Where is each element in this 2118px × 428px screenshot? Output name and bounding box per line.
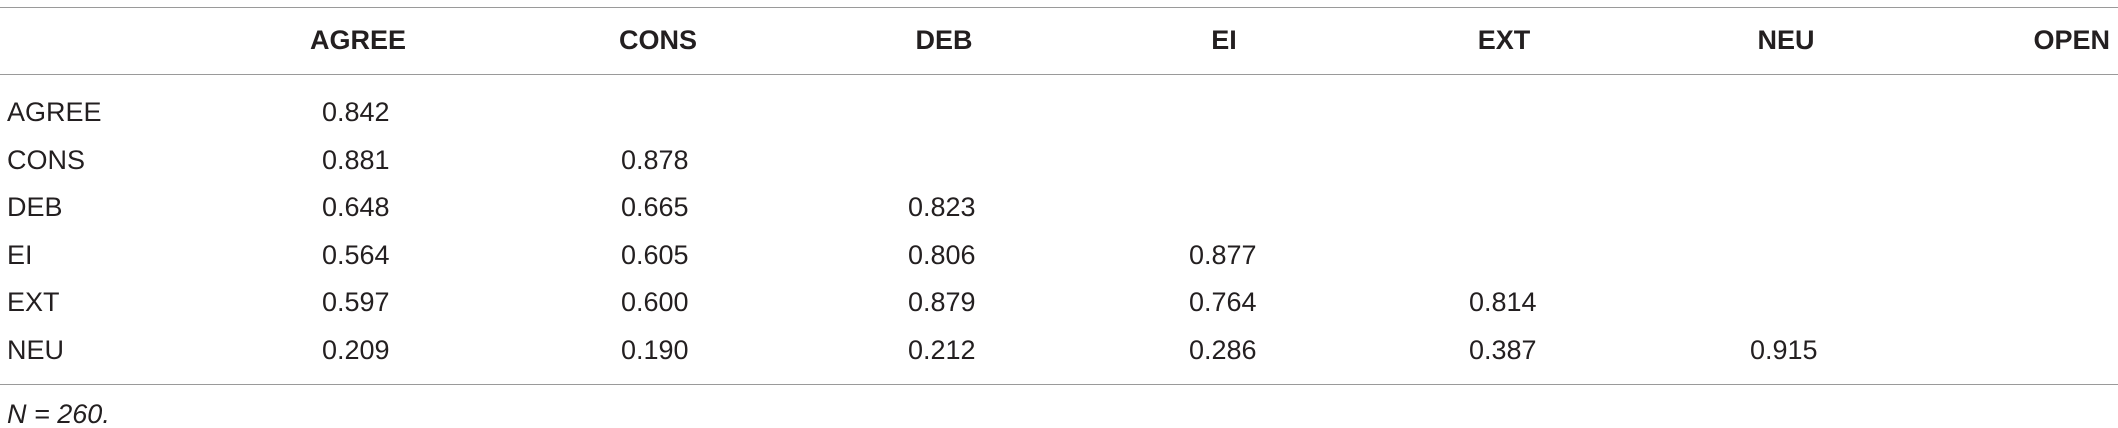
table-cell: 0.878 [621, 144, 689, 175]
bottom-rule [0, 384, 2118, 385]
table-cell: 0.605 [621, 239, 689, 270]
table-cell: 0.209 [322, 335, 390, 365]
table-cell: 0.286 [1189, 335, 1257, 365]
table-cell: 0.879 [908, 287, 976, 318]
table-cell: 0.823 [908, 192, 976, 223]
header-rule [0, 74, 2118, 75]
table-cell: 0.648 [322, 192, 390, 223]
row-label: EXT [7, 287, 60, 318]
column-header: EXT [1477, 25, 1531, 55]
table-cell: 0.600 [621, 287, 689, 318]
row-label: AGREE [7, 97, 102, 127]
table-cell: 0.190 [621, 335, 689, 365]
table-cell: 0.212 [908, 335, 976, 365]
table-cell: 0.597 [322, 287, 390, 318]
table-cell: 0.814 [1469, 287, 1537, 318]
row-label: NEU [7, 335, 65, 365]
row-label: DEB [7, 192, 63, 223]
column-header: EI [1211, 25, 1237, 55]
table-cell: 0.881 [322, 144, 390, 175]
column-header: AGREE [309, 25, 407, 55]
table-cell: 0.665 [621, 192, 689, 223]
table-cell: 0.915 [1750, 335, 1818, 365]
top-rule [0, 7, 2118, 8]
table-cell: 0.387 [1469, 335, 1537, 365]
column-header: DEB [915, 25, 973, 55]
column-header: NEU [1757, 25, 1815, 55]
table-note: N = 260. [7, 399, 110, 428]
table-cell: 0.564 [322, 239, 390, 270]
column-header: OPEN [2033, 25, 2110, 55]
table-cell: 0.806 [908, 239, 976, 270]
row-label: EI [7, 239, 33, 270]
row-label: CONS [7, 144, 86, 175]
table-cell: 0.764 [1189, 287, 1257, 318]
table-cell: 0.842 [322, 97, 390, 127]
column-header: CONS [618, 25, 698, 55]
table-cell: 0.877 [1189, 239, 1257, 270]
